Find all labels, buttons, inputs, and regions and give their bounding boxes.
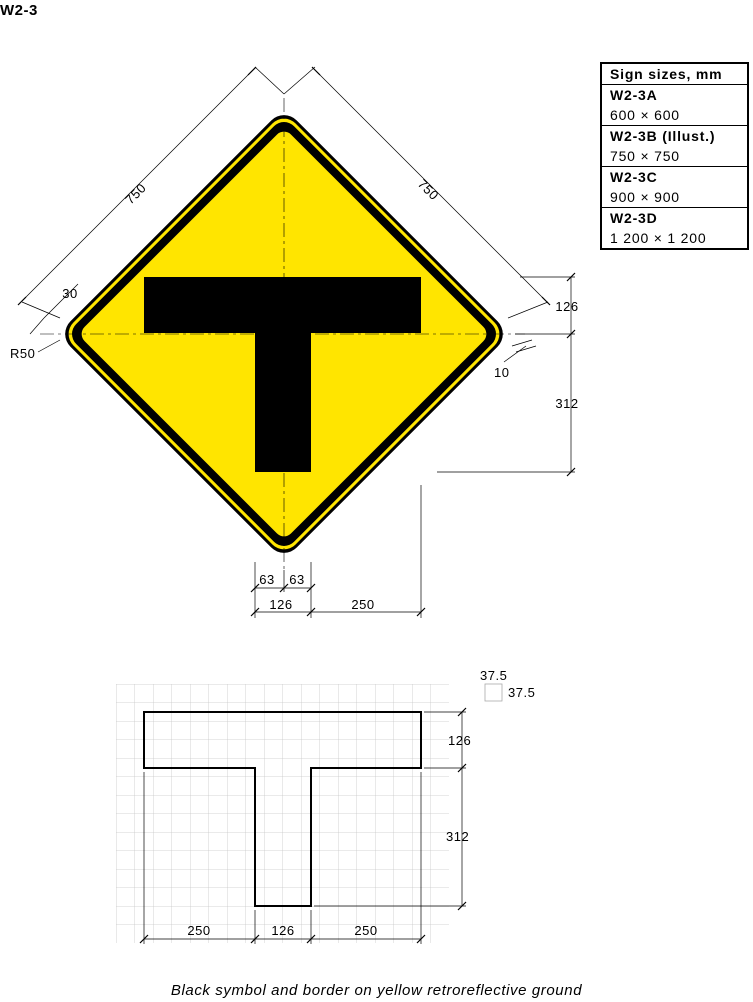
dimension-ticks [17, 66, 576, 617]
grid-cell-height: 37.5 [508, 685, 535, 700]
centre-lines [40, 98, 525, 570]
grid-dimension-lines [143, 711, 466, 944]
grid-background [116, 684, 449, 943]
sign-code: W2-3 [0, 2, 38, 19]
dim-bar-overhang: 250 [351, 597, 374, 612]
grid-dim-bar-height: 126 [448, 733, 471, 748]
dim-border-width: 10 [494, 365, 509, 380]
dim-stem-length: 312 [555, 396, 578, 411]
grid-dim-left-overhang: 250 [187, 923, 210, 938]
size-code: W2-3D [601, 207, 748, 228]
dim-stem-half-left: 63 [259, 572, 274, 587]
grid-detail [116, 683, 503, 943]
grid-dim-stem-length: 312 [446, 829, 469, 844]
size-value: 750 × 750 [610, 148, 680, 164]
t-symbol-outline [143, 711, 422, 907]
t-junction-symbol [144, 277, 421, 472]
size-value: 1 200 × 1 200 [610, 230, 707, 246]
dimension-lines [21, 66, 575, 618]
dim-corner-radius: R50 [10, 346, 35, 361]
sign-sizes-table: Sign sizes, mm W2-3A 600 × 600 W2-3B (Il… [600, 62, 749, 250]
dim-stem-half-right: 63 [289, 572, 304, 587]
grid-cell-legend [484, 683, 503, 702]
grid-cell-width: 37.5 [480, 668, 507, 683]
dim-side-right: 750 [415, 176, 442, 203]
size-code: W2-3B (Illust.) [601, 125, 748, 146]
dim-border-offset: 30 [62, 286, 77, 301]
grid-dim-stem-width: 126 [271, 923, 294, 938]
size-code: W2-3C [601, 166, 748, 187]
grid-dimension-ticks [139, 707, 467, 944]
dim-side-left: 750 [122, 180, 149, 207]
sign-caption: Black symbol and border on yellow retror… [170, 982, 583, 999]
grid-dim-right-overhang: 250 [354, 923, 377, 938]
size-value: 900 × 900 [610, 189, 680, 205]
sizes-table-header: Sign sizes, mm [601, 63, 748, 85]
dim-stem-width: 126 [269, 597, 292, 612]
dim-bar-height: 126 [555, 299, 578, 314]
size-value: 600 × 600 [610, 107, 680, 123]
size-code: W2-3A [601, 84, 748, 105]
